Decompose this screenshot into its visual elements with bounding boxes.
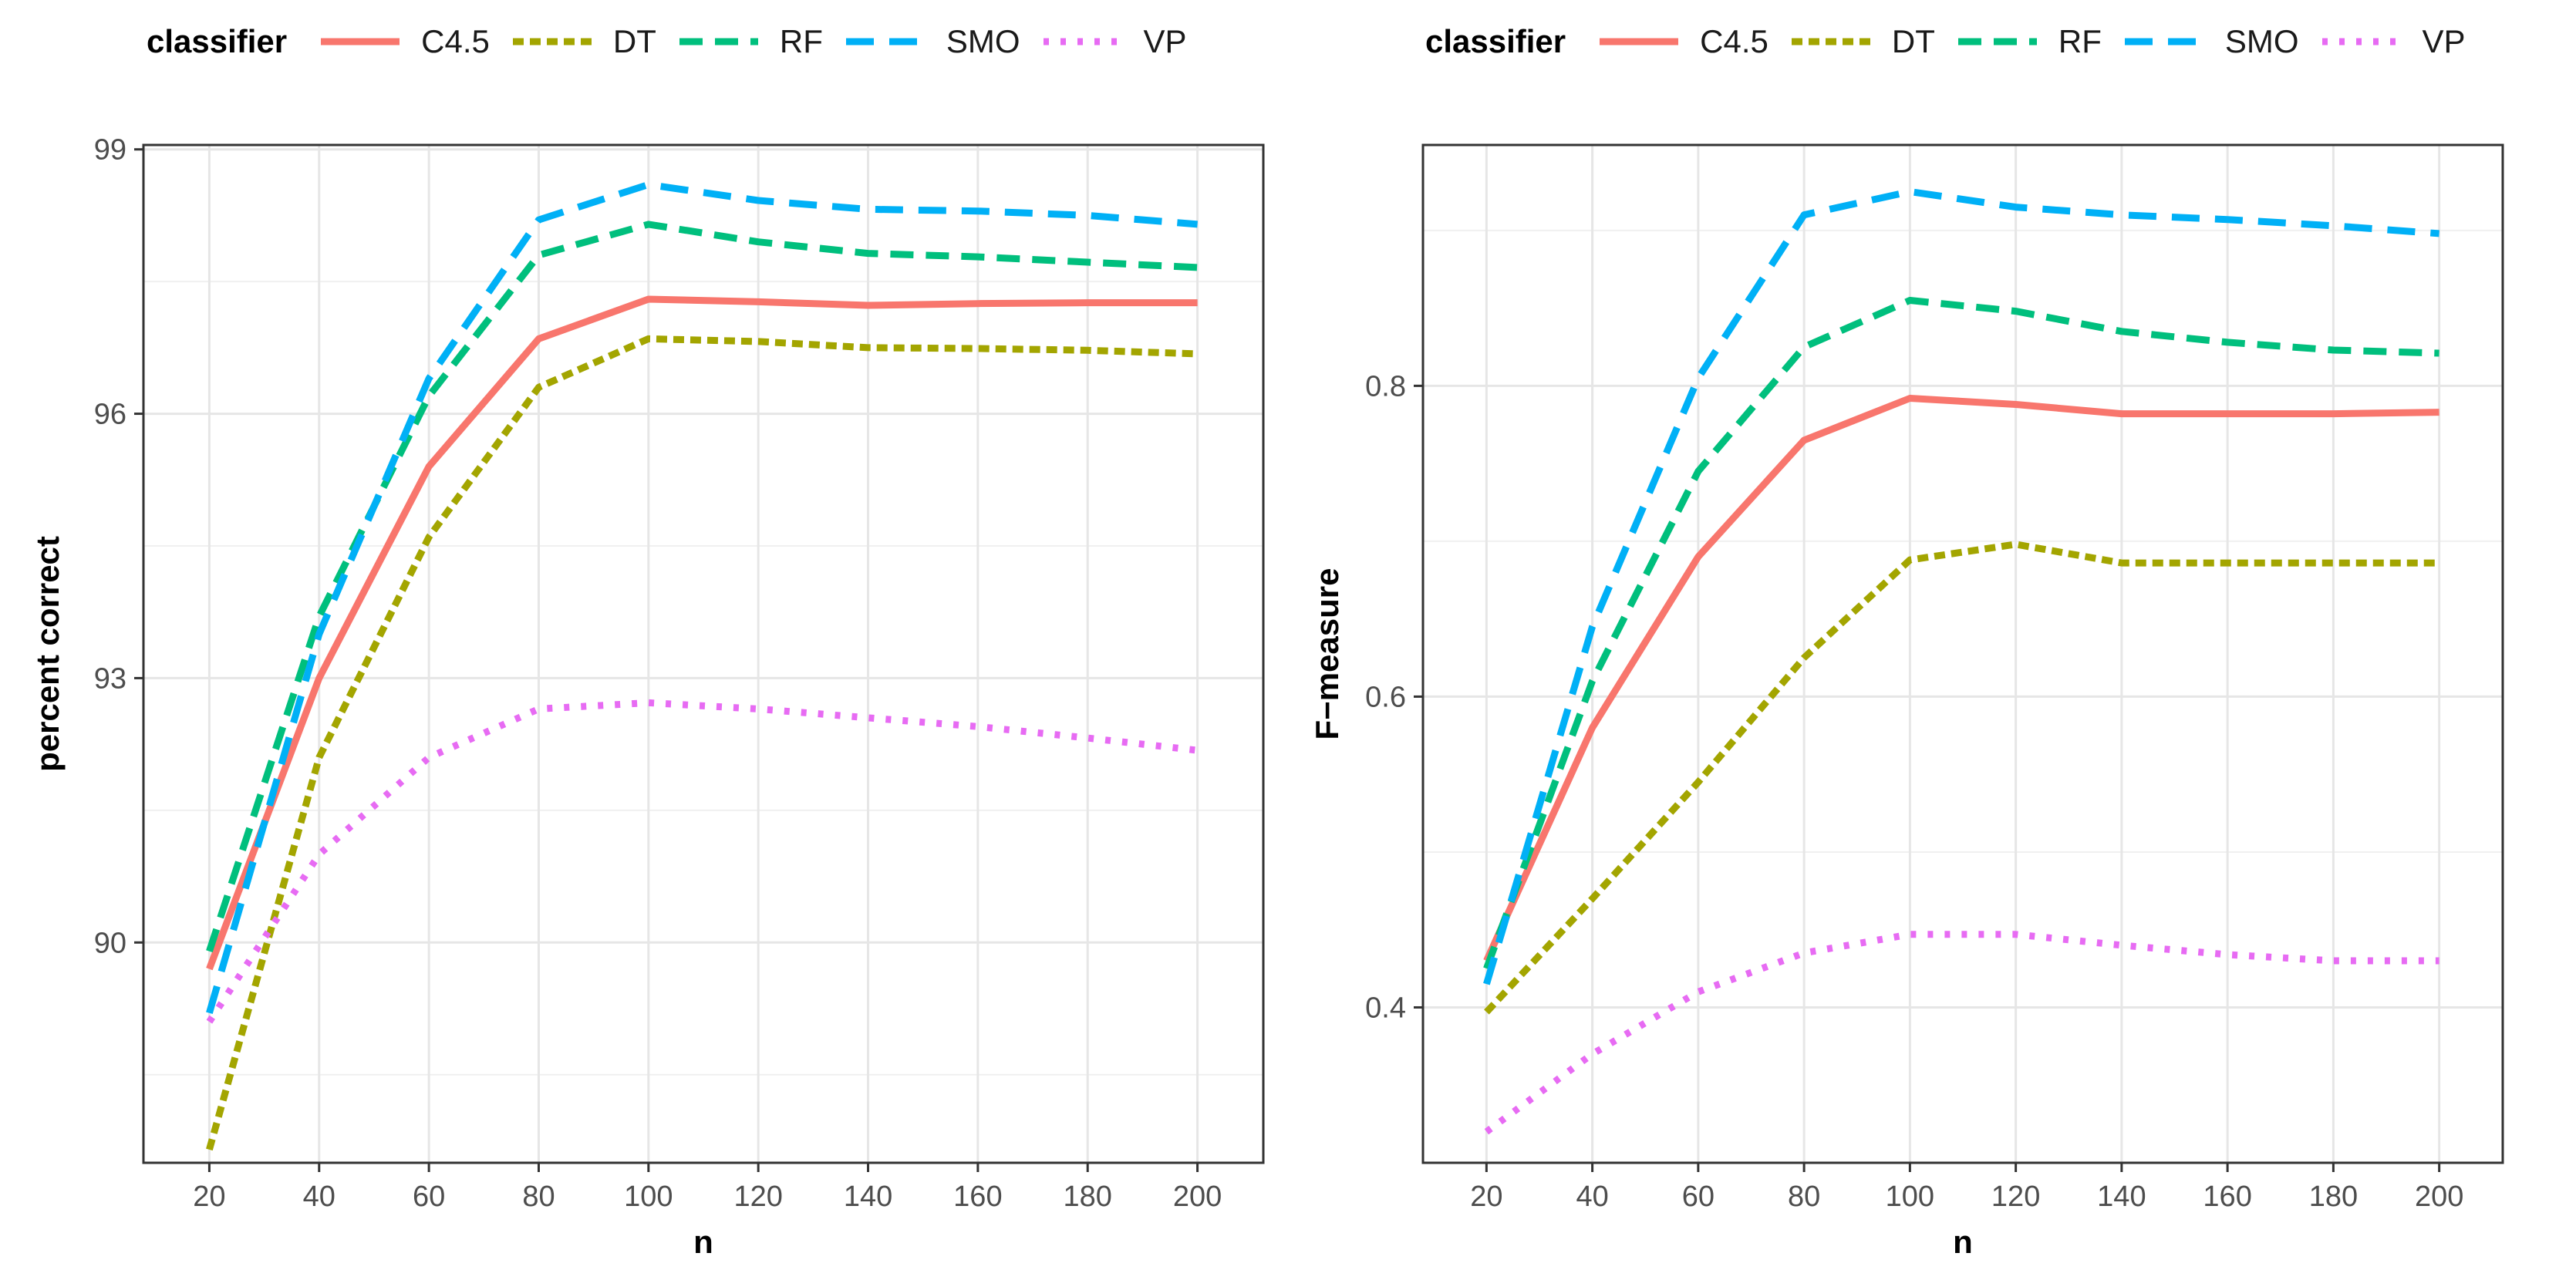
- legend-label: VP: [1143, 23, 1187, 59]
- legend-label: C4.5: [1700, 23, 1768, 59]
- x-tick-label: 200: [1173, 1181, 1222, 1213]
- legend-title: classifier: [147, 23, 288, 59]
- legend-left: classifier C4.5 DT RF SMO VP: [147, 17, 1207, 66]
- y-axis-title: F−measure: [1309, 568, 1345, 740]
- legend-item-dt: DT: [1789, 23, 1935, 60]
- y-tick-label: 99: [94, 134, 126, 167]
- series-line-dt: [1484, 541, 2439, 1015]
- legend-item-smo: SMO: [2122, 23, 2299, 60]
- x-tick-label: 80: [522, 1181, 555, 1213]
- legend-label: C4.5: [421, 23, 490, 59]
- x-tick-label: 60: [413, 1181, 445, 1213]
- legend-key-vp: [1043, 38, 1122, 45]
- x-tick-label: 60: [1682, 1181, 1715, 1213]
- series-line-vp: [1484, 931, 2439, 1135]
- legend-key-dt: [512, 38, 592, 45]
- legend-label: RF: [2058, 23, 2102, 59]
- x-tick-label: 100: [624, 1181, 673, 1213]
- legend-key-rf: [679, 38, 758, 45]
- x-tick-label: 20: [193, 1181, 225, 1213]
- x-axis-title: n: [1953, 1224, 1973, 1260]
- legend-key-smo: [845, 38, 925, 45]
- panel-border: [1421, 143, 2504, 1164]
- y-tick-label: 0.8: [1365, 370, 1406, 403]
- x-tick-label: 120: [1991, 1181, 2040, 1213]
- y-tick-label: 96: [94, 399, 126, 431]
- y-tick-label: 0.4: [1365, 992, 1406, 1024]
- legend-label: RF: [779, 23, 823, 59]
- series-line-smo: [206, 180, 1198, 1014]
- x-tick-label: 200: [2415, 1181, 2463, 1213]
- x-tick-label: 40: [1576, 1181, 1608, 1213]
- legend-item-dt: DT: [510, 23, 656, 60]
- legend-item-rf: RF: [676, 23, 823, 60]
- legend-label: VP: [2422, 23, 2466, 59]
- legend-item-smo: SMO: [843, 23, 1020, 60]
- series-line-c45: [206, 295, 1198, 971]
- legend-item-c45: C4.5: [318, 23, 490, 60]
- y-axis-title: percent correct: [29, 536, 66, 772]
- x-tick-label: 180: [1064, 1181, 1112, 1213]
- x-tick-label: 80: [1788, 1181, 1820, 1213]
- y-tick-label: 93: [94, 662, 126, 695]
- legend-key-smo: [2124, 38, 2203, 45]
- x-tick-label: 20: [1470, 1181, 1502, 1213]
- legend-key-c45: [1600, 38, 1679, 45]
- x-tick-label: 120: [733, 1181, 782, 1213]
- y-tick-label: 0.6: [1365, 681, 1406, 713]
- legend-item-c45: C4.5: [1597, 23, 1768, 60]
- legend-label: SMO: [946, 23, 1020, 59]
- chart-percent-correct: 20 40 60 80 100 120 140 160 180 200 90 93 96 99 n perce…: [29, 134, 1265, 1260]
- x-tick-label: 140: [844, 1181, 892, 1213]
- legend-item-rf: RF: [1955, 23, 2102, 60]
- x-tick-label: 160: [2203, 1181, 2251, 1213]
- legend-key-c45: [321, 38, 400, 45]
- legend-label: SMO: [2224, 23, 2299, 59]
- legend-label: DT: [1891, 23, 1935, 59]
- series-line-vp: [206, 699, 1199, 1024]
- legend-right: classifier C4.5 DT RF SMO VP: [1425, 17, 2486, 66]
- legend-key-rf: [1957, 38, 2037, 45]
- x-tick-label: 180: [2309, 1181, 2358, 1213]
- legend-item-vp: VP: [1040, 23, 1187, 60]
- x-tick-label: 160: [953, 1181, 1002, 1213]
- x-axis-title: n: [693, 1224, 713, 1260]
- series-line-rf: [206, 221, 1198, 953]
- legend-key-dt: [1791, 38, 1870, 45]
- series-line-dt: [206, 335, 1198, 1151]
- y-tick-label: 90: [94, 927, 126, 959]
- x-tick-label: 40: [303, 1181, 335, 1213]
- legend-item-vp: VP: [2319, 23, 2466, 60]
- legend-title: classifier: [1425, 23, 1566, 59]
- series-line-c45: [1483, 395, 2439, 962]
- series-line-rf: [1483, 297, 2439, 970]
- legend-key-vp: [2321, 38, 2401, 45]
- x-tick-label: 100: [1886, 1181, 1934, 1213]
- series-line-smo: [1483, 188, 2439, 985]
- x-tick-label: 140: [2097, 1181, 2146, 1213]
- chart-f-measure: 20 40 60 80 100 120 140 160 180 200 0.4 0.6 0.8 n F−me…: [1309, 143, 2504, 1260]
- legend-label: DT: [612, 23, 656, 59]
- panel-border: [142, 143, 1265, 1164]
